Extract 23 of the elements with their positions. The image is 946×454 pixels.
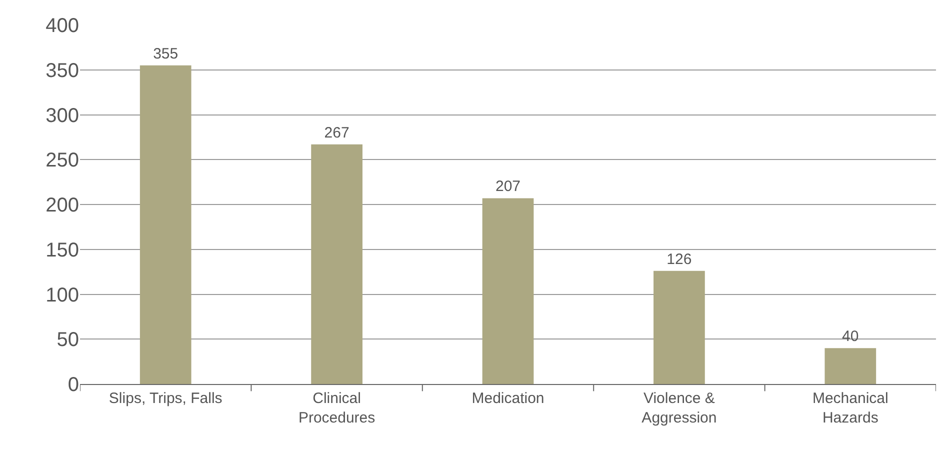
bar bbox=[482, 198, 534, 384]
bar bbox=[311, 144, 362, 384]
y-tick-label: 250 bbox=[46, 150, 79, 172]
y-tick-label: 200 bbox=[46, 194, 79, 216]
y-tick-label: 150 bbox=[46, 239, 79, 262]
x-tick-label: Mechanical Hazards bbox=[812, 390, 888, 426]
x-tick-label: Violence & Aggression bbox=[642, 390, 717, 426]
x-tick-label: Clinical Procedures bbox=[298, 390, 376, 426]
x-tick-label: Slips, Trips, Falls bbox=[108, 390, 222, 407]
y-tick-label: 350 bbox=[46, 60, 79, 82]
data-label: 267 bbox=[324, 124, 350, 142]
bar bbox=[824, 348, 876, 384]
data-label: 355 bbox=[153, 45, 178, 62]
bar bbox=[140, 65, 192, 384]
data-label: 126 bbox=[666, 250, 692, 268]
y-tick-label: 400 bbox=[46, 15, 79, 37]
y-tick-label: 300 bbox=[46, 104, 79, 127]
y-tick-label: 0 bbox=[68, 374, 79, 396]
data-label: 207 bbox=[495, 178, 521, 196]
y-tick-label: 100 bbox=[46, 284, 79, 306]
x-tick-label: Medication bbox=[472, 390, 544, 407]
y-tick-label: 50 bbox=[56, 329, 79, 352]
bar bbox=[654, 270, 705, 384]
